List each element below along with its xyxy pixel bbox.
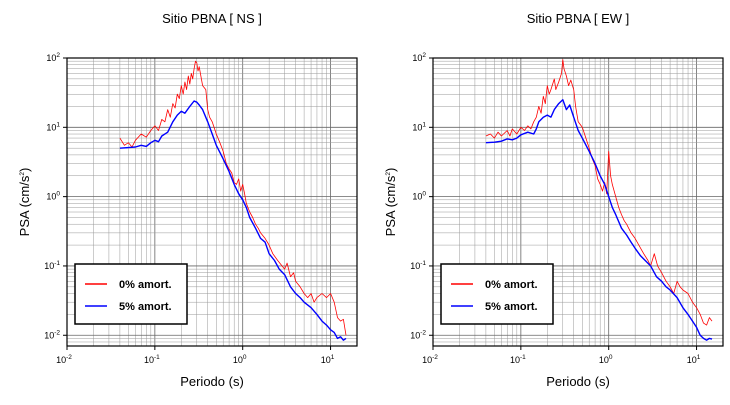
- chart-1-series-line-1: [119, 60, 347, 336]
- chart-1-y-tick-label: 101: [46, 121, 60, 132]
- chart-2-y-axis-label: PSA (cm/s2): [383, 168, 398, 237]
- chart-2-legend-label-2: 5% amort.: [485, 301, 538, 313]
- chart-1-y-tick-label: 100: [46, 191, 60, 202]
- chart-2-legend-box: [440, 263, 554, 325]
- chart-1-x-axis-label: Periodo (s): [180, 374, 244, 389]
- chart-2-legend-label-1: 0% amort.: [485, 279, 538, 291]
- chart-1-legend-label-2: 5% amort.: [119, 301, 172, 313]
- chart-1-x-tick-label: 100: [233, 354, 247, 365]
- chart-2-y-tick-label: 101: [412, 121, 426, 132]
- chart-1-x-tick-label: 10-2: [56, 354, 72, 365]
- chart-1-x-tick-label: 10-1: [144, 354, 160, 365]
- chart-1-frame: [66, 57, 358, 347]
- chart-1-legend-label-1: 0% amort.: [119, 279, 172, 291]
- chart-1-legend: 0% amort. 5% amort.: [74, 263, 188, 325]
- chart-1-y-tick-label: 10-2: [44, 329, 60, 340]
- chart-1-y-tick-label: 102: [46, 52, 60, 63]
- chart-2-y-tick-label: 10-1: [410, 260, 426, 271]
- chart-2-panel: 10-2 10-1 100 101 102 101 100 10-1 10-2 Sitio PBN…: [383, 11, 724, 389]
- chart-2-x-tick-label: 101: [687, 354, 701, 365]
- chart-2-y-tick-label: 100: [412, 191, 426, 202]
- chart-1-panel: 10-2 10-1 100 101 102 101 100 10-1 10-2 Sitio PBN…: [17, 11, 358, 389]
- chart-2-title: Sitio PBNA [ EW ]: [527, 11, 630, 26]
- chart-2-x-axis-label: Periodo (s): [546, 374, 610, 389]
- chart-2-y-tick-label: 102: [412, 52, 426, 63]
- chart-2-x-tick-label: 10-1: [510, 354, 526, 365]
- chart-1-x-tick-label: 101: [321, 354, 335, 365]
- chart-2-x-tick-label: 100: [599, 354, 613, 365]
- chart-2-x-tick-label: 10-2: [422, 354, 438, 365]
- chart-1-title: Sitio PBNA [ NS ]: [162, 11, 262, 26]
- chart-1-legend-box: [74, 263, 188, 325]
- chart-1-series-line-2: [119, 100, 347, 341]
- chart-2-y-tick-label: 10-2: [410, 329, 426, 340]
- chart-2-series-line-2: [485, 99, 713, 341]
- chart-2-frame: [432, 57, 724, 347]
- chart-1-y-tick-label: 10-1: [44, 260, 60, 271]
- chart-1-y-axis-label: PSA (cm/s2): [17, 168, 32, 237]
- chart-2-legend: 0% amort. 5% amort.: [440, 263, 554, 325]
